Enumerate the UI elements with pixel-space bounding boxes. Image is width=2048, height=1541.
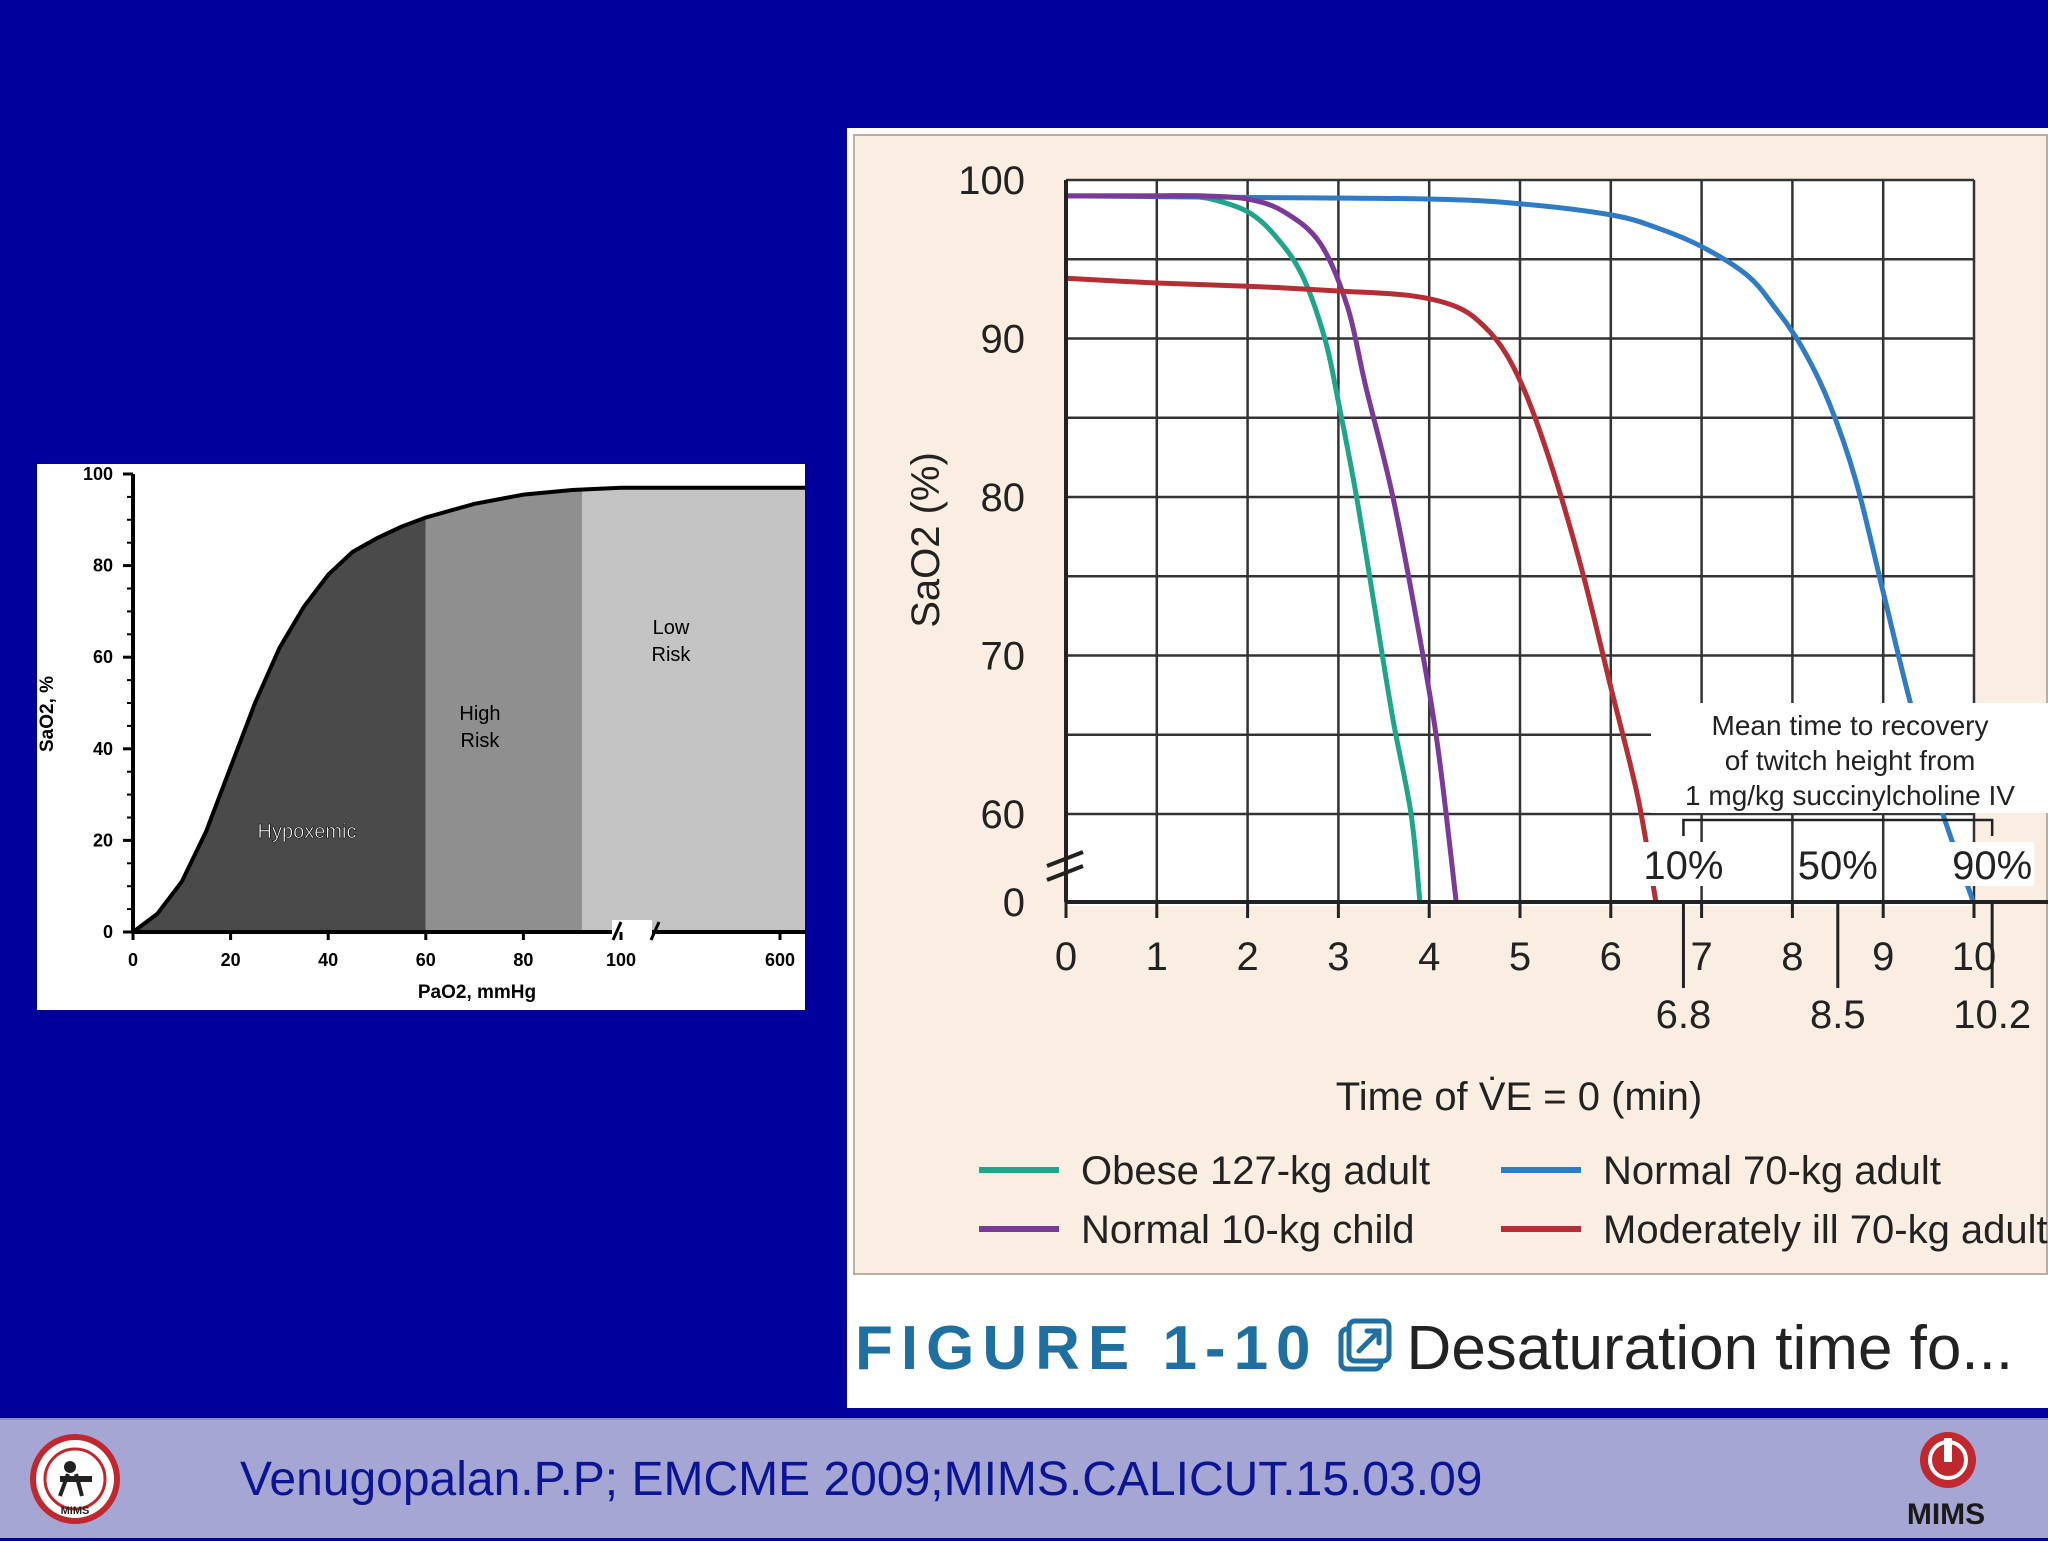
left-ytick-label: 80: [93, 556, 113, 576]
left-xtick-label: 600: [765, 950, 795, 970]
marker-percent-label: 10%: [1643, 844, 1723, 888]
oxygen-dissociation-chart: 0 20 40 60 80 100 0 20 40 60 80 100 600 Hypoxemic Hi…: [37, 464, 805, 1003]
external-link-icon[interactable]: [1335, 1315, 1395, 1390]
right-ytick-label: 90: [981, 318, 1026, 362]
region-label-high-risk: High Risk: [459, 703, 500, 752]
left-x-axis-break: [611, 920, 661, 944]
right-xtick-label: 8: [1781, 935, 1803, 979]
right-ytick-label: 100: [958, 159, 1025, 203]
left-xtick-label: 0: [128, 950, 138, 970]
legend-label: Moderately ill 70-kg adult: [1603, 1208, 2048, 1252]
footer-bar: MIMS Venugopalan.P.P; EMCME 2009;MIMS.CA…: [0, 1418, 2048, 1538]
marker-label-bg: [1795, 842, 1880, 886]
desaturation-figure-panel: 0 60 70 80 90 100 0 1 2 3 4 5 6 7 8 9 10 Mean time to r…: [847, 128, 2048, 1408]
right-ytick-label: 0: [1003, 881, 1025, 925]
left-y-axis-label: SaO2, %: [37, 676, 58, 752]
annotation-line-3: 1 mg/kg succinylcholine IV: [1685, 780, 2015, 811]
right-ytick-label: 60: [981, 793, 1026, 837]
emergency-medicine-logo: MIMS: [30, 1434, 120, 1524]
marker-value-label: 10.2: [1953, 993, 2031, 1037]
right-xtick-label: 2: [1236, 935, 1258, 979]
left-ytick-label: 0: [103, 922, 113, 942]
right-y-axis-label: SaO2 (%): [904, 452, 948, 628]
region-low-risk: [581, 487, 805, 932]
right-xtick-label: 0: [1055, 935, 1077, 979]
marker-value-label: 8.5: [1810, 993, 1866, 1037]
right-xtick-label: 7: [1690, 935, 1712, 979]
series-line-normal-10-kg-child: [1066, 193, 1459, 902]
right-y-axis-break: [1046, 850, 1084, 882]
legend: Obese 127-kg adult Normal 70-kg adult Norm…: [979, 1149, 2048, 1252]
left-ytick-label: 100: [83, 464, 113, 484]
mims-logo: MIMS: [1896, 1426, 1996, 1536]
region-label-low-risk: Low Risk: [652, 617, 692, 666]
right-xtick-label: 3: [1327, 935, 1349, 979]
legend-label: Normal 10-kg child: [1081, 1208, 1414, 1252]
left-ytick-label: 40: [93, 739, 113, 759]
marker-percent-label: 50%: [1798, 844, 1878, 888]
right-xtick-label: 9: [1872, 935, 1894, 979]
legend-label: Normal 70-kg adult: [1603, 1149, 1941, 1193]
series-line-moderately-ill-70-kg-adult: [1066, 275, 1659, 902]
right-ytick-label: 80: [981, 476, 1026, 520]
left-xtick-label: 100: [606, 950, 636, 970]
right-xtick-label: 10: [1952, 935, 1997, 979]
svg-text:MIMS: MIMS: [1907, 1498, 1985, 1531]
left-x-axis-label: PaO2, mmHg: [418, 982, 536, 1003]
svg-text:MIMS: MIMS: [61, 1505, 90, 1517]
marker-label-bg: [1641, 842, 1726, 886]
right-x-axis-label: Time of V̇E = 0 (min): [1336, 1075, 1702, 1119]
left-xtick-label: 40: [318, 950, 338, 970]
region-hypoxemic: [133, 517, 426, 932]
right-ytick-label: 70: [981, 635, 1026, 679]
marker-label-bg: [1950, 842, 2035, 886]
figure-label: FIGURE 1-10: [855, 1314, 1319, 1383]
dissociation-curve: [131, 485, 805, 934]
figure-caption-text: Desaturation time fo...: [1406, 1314, 2014, 1383]
left-ytick-label: 20: [93, 830, 113, 850]
succinylcholine-annotation: Mean time to recovery of twitch height f…: [1641, 703, 2048, 1037]
desaturation-chart: 0 60 70 80 90 100 0 1 2 3 4 5 6 7 8 9 10 Mean time to r…: [904, 159, 2048, 1252]
marker-percent-label: 90%: [1952, 844, 2032, 888]
region-high-risk: [425, 489, 582, 932]
left-xtick-label: 80: [513, 950, 533, 970]
right-xtick-label: 5: [1509, 935, 1531, 979]
right-xtick-label: 4: [1418, 935, 1440, 979]
citation-text: Venugopalan.P.P; EMCME 2009;MIMS.CALICUT…: [240, 1453, 1483, 1506]
annotation-bracket: [1682, 818, 1994, 836]
oxygen-dissociation-chart-panel: 0 20 40 60 80 100 0 20 40 60 80 100 600 Hypoxemic Hi…: [37, 464, 805, 1010]
series-line-normal-70-kg-adult: [1066, 193, 1976, 902]
right-xtick-label: 6: [1600, 935, 1622, 979]
annotation-line-1: Mean time to recovery: [1712, 710, 1989, 741]
legend-label: Obese 127-kg adult: [1081, 1149, 1430, 1193]
left-xtick-label: 60: [416, 950, 436, 970]
right-xtick-label: 1: [1146, 935, 1168, 979]
marker-value-label: 6.8: [1656, 993, 1712, 1037]
figure-caption: FIGURE 1-10 Desaturation time fo...: [855, 1313, 2013, 1390]
left-xtick-label: 20: [221, 950, 241, 970]
annotation-line-2: of twitch height from: [1725, 745, 1976, 776]
region-label-hypoxemic: Hypoxemic: [258, 821, 357, 843]
left-ytick-label: 60: [93, 647, 113, 667]
